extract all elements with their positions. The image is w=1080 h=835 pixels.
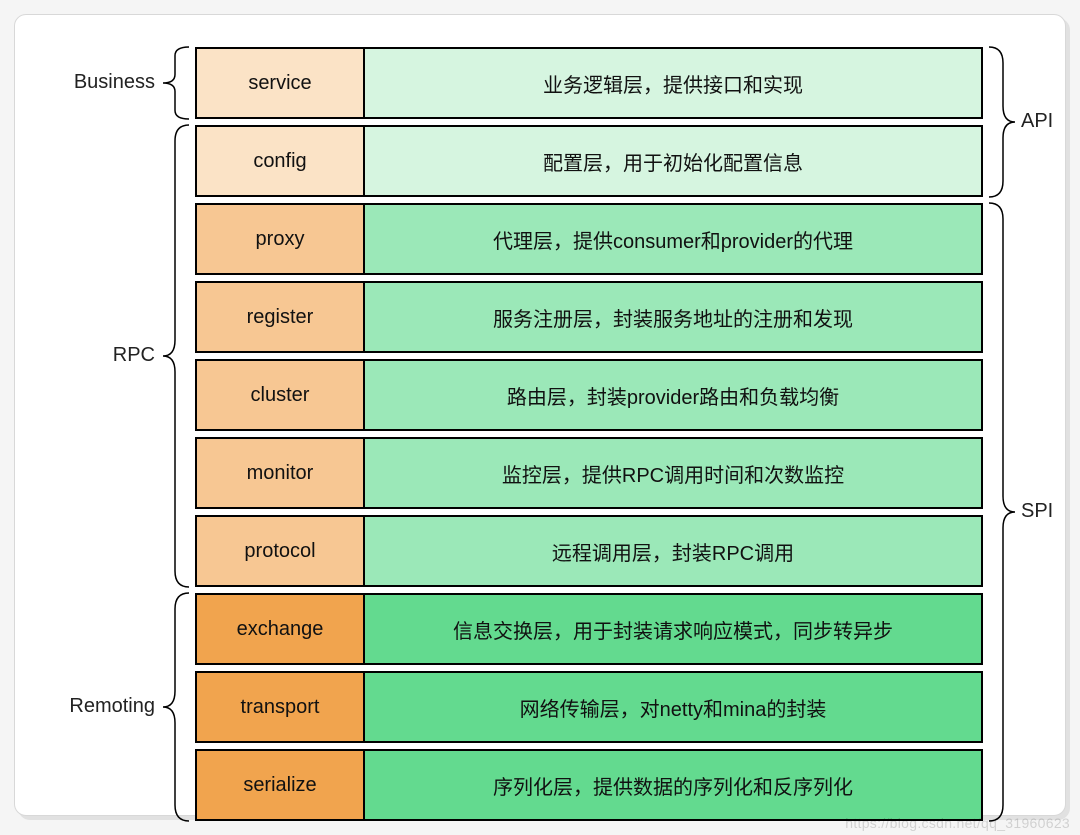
right-brace (15, 15, 1067, 825)
diagram-card: BusinessRPCRemoting service业务逻辑层，提供接口和实现… (14, 14, 1066, 816)
watermark-text: https://blog.csdn.net/qq_31960623 (845, 815, 1070, 831)
right-group-label: SPI (1021, 500, 1053, 523)
